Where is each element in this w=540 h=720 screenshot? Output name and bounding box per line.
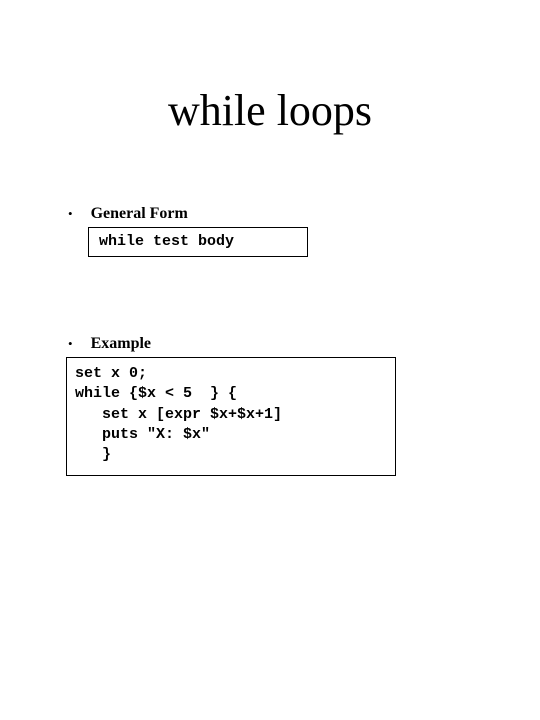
example-code-box: set x 0; while {$x < 5 } { set x [expr $… [66, 357, 396, 476]
section-heading: General Form [91, 205, 188, 223]
general-form-code-box: while test body [88, 227, 308, 257]
bullet-icon: • [68, 206, 73, 222]
bullet-icon: • [68, 336, 73, 352]
code-line: set x [expr $x+$x+1] [75, 405, 385, 425]
bullet-row: • General Form [68, 205, 308, 223]
code-line: puts "X: $x" [75, 425, 385, 445]
example-section: • Example set x 0; while {$x < 5 } { set… [68, 335, 396, 476]
page-title: while loops [0, 85, 540, 136]
code-line: set x 0; [75, 364, 385, 384]
code-text: while test body [99, 232, 297, 252]
section-heading: Example [91, 335, 151, 353]
code-line: while {$x < 5 } { [75, 384, 385, 404]
code-line: } [75, 445, 385, 465]
bullet-row: • Example [68, 335, 396, 353]
general-form-section: • General Form while test body [68, 205, 308, 257]
